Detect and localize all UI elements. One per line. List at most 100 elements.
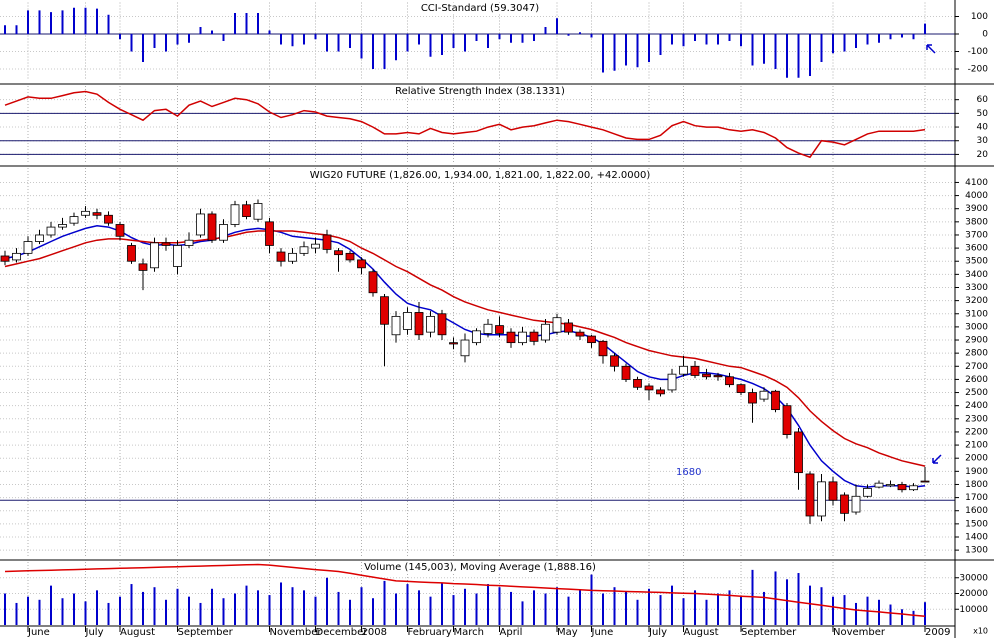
candle-body	[771, 390, 780, 411]
y-tick-label: 1900	[965, 467, 988, 477]
x-tick-label: July	[85, 627, 104, 638]
x-tick-label: March	[454, 627, 484, 638]
title-background	[418, 3, 542, 14]
candle-body	[529, 331, 539, 342]
y-tick-label: 50	[977, 109, 989, 119]
candle-body	[541, 323, 550, 341]
candle-body	[506, 331, 516, 344]
y-tick-label: 20000	[959, 589, 988, 599]
panel-title: WIG20 FUTURE (1,826.00, 1,934.00, 1,821.…	[310, 170, 651, 181]
x-tick-label: 2009	[925, 627, 950, 638]
candle-body	[265, 221, 274, 246]
y-tick-label: -200	[968, 65, 989, 75]
y-tick-label: 2800	[965, 349, 988, 359]
candle-body	[115, 224, 125, 237]
candle-body	[81, 210, 90, 216]
candle-body	[368, 271, 378, 294]
title-background	[393, 86, 567, 97]
candle-body	[702, 373, 711, 378]
y-tick-label: 10000	[959, 605, 988, 615]
x-tick-label: 2008	[362, 627, 387, 638]
candle-body	[817, 481, 826, 517]
panel-title: CCI-Standard (59.3047)	[421, 3, 539, 14]
candle-body	[311, 243, 320, 249]
y-tick-label: 3100	[965, 309, 988, 319]
candle-body	[357, 259, 366, 269]
candle-body	[23, 241, 33, 254]
reference-label: 1680	[676, 467, 701, 478]
x-tick-label: September	[741, 627, 797, 638]
candle-body	[173, 245, 182, 267]
candle-body	[782, 405, 792, 435]
candle-body	[633, 379, 642, 388]
candle-body	[161, 242, 171, 246]
candle-body	[35, 234, 44, 242]
y-tick-label: 20	[977, 150, 989, 160]
candle-body	[495, 325, 504, 334]
x-tick-label: December	[316, 627, 369, 638]
candle-body	[403, 312, 412, 330]
y-tick-label: 3400	[965, 270, 988, 280]
y-tick-label: 2900	[965, 336, 988, 346]
candle-body	[713, 375, 723, 378]
y-tick-label: 1500	[965, 519, 988, 529]
y-tick-label: 3500	[965, 257, 988, 267]
y-tick-label: 60	[977, 95, 989, 105]
x-tick-label: August	[120, 627, 155, 638]
y-tick-label: 30000	[959, 573, 988, 583]
candle-body	[840, 494, 849, 514]
candle-body	[127, 245, 136, 262]
arrow-icon	[926, 44, 936, 54]
y-tick-label: 3600	[965, 244, 988, 254]
y-tick-label: 3000	[965, 322, 988, 332]
candle-body	[334, 250, 343, 256]
candle-body	[12, 252, 21, 261]
y-tick-label: 1300	[965, 546, 988, 556]
panel-title: Volume (145,003), Moving Average (1,888.…	[364, 562, 596, 573]
y-tick-label: 1600	[965, 506, 988, 516]
candle-body	[460, 339, 470, 357]
candle-body	[0, 255, 10, 262]
y-tick-label: 40	[977, 123, 989, 133]
candle-body	[851, 495, 861, 513]
candle-body	[920, 480, 930, 483]
candle-body	[46, 226, 56, 236]
candle-body	[759, 390, 769, 400]
y-tick-label: 2400	[965, 401, 988, 411]
candle-body	[610, 355, 619, 367]
candle-body	[725, 376, 734, 386]
indicator-line	[4, 90, 926, 159]
candle-body	[276, 251, 286, 262]
candle-body	[58, 224, 67, 228]
candle-body	[805, 473, 815, 517]
candle-body	[644, 385, 654, 391]
x-tick-label: June	[27, 627, 50, 638]
y-tick-label: 2500	[965, 388, 988, 398]
candle-body	[575, 331, 585, 337]
y-tick-label: 2100	[965, 441, 988, 451]
panel-title: Relative Strength Index (38.1331)	[395, 86, 565, 97]
candle-body	[242, 204, 251, 217]
arrow-icon	[932, 454, 942, 464]
y-tick-label: 3900	[965, 204, 988, 214]
candle-body	[322, 234, 332, 250]
candle-body	[437, 313, 447, 336]
candle-body	[483, 323, 493, 334]
y-tick-label: 100	[971, 12, 988, 22]
candle-body	[897, 484, 907, 491]
candle-body	[909, 485, 918, 491]
candle-body	[874, 482, 884, 488]
y-tick-label: 2700	[965, 362, 988, 372]
y-unit-label: x10	[973, 627, 988, 636]
candle-body	[518, 331, 527, 344]
x-tick-label: November	[270, 627, 323, 638]
moving-average-line	[4, 563, 926, 618]
y-tick-label: 0	[982, 30, 988, 40]
candle-body	[184, 239, 194, 246]
y-tick-label: 4100	[965, 178, 988, 188]
x-tick-label: July	[648, 627, 667, 638]
x-tick-label: February	[408, 627, 452, 638]
